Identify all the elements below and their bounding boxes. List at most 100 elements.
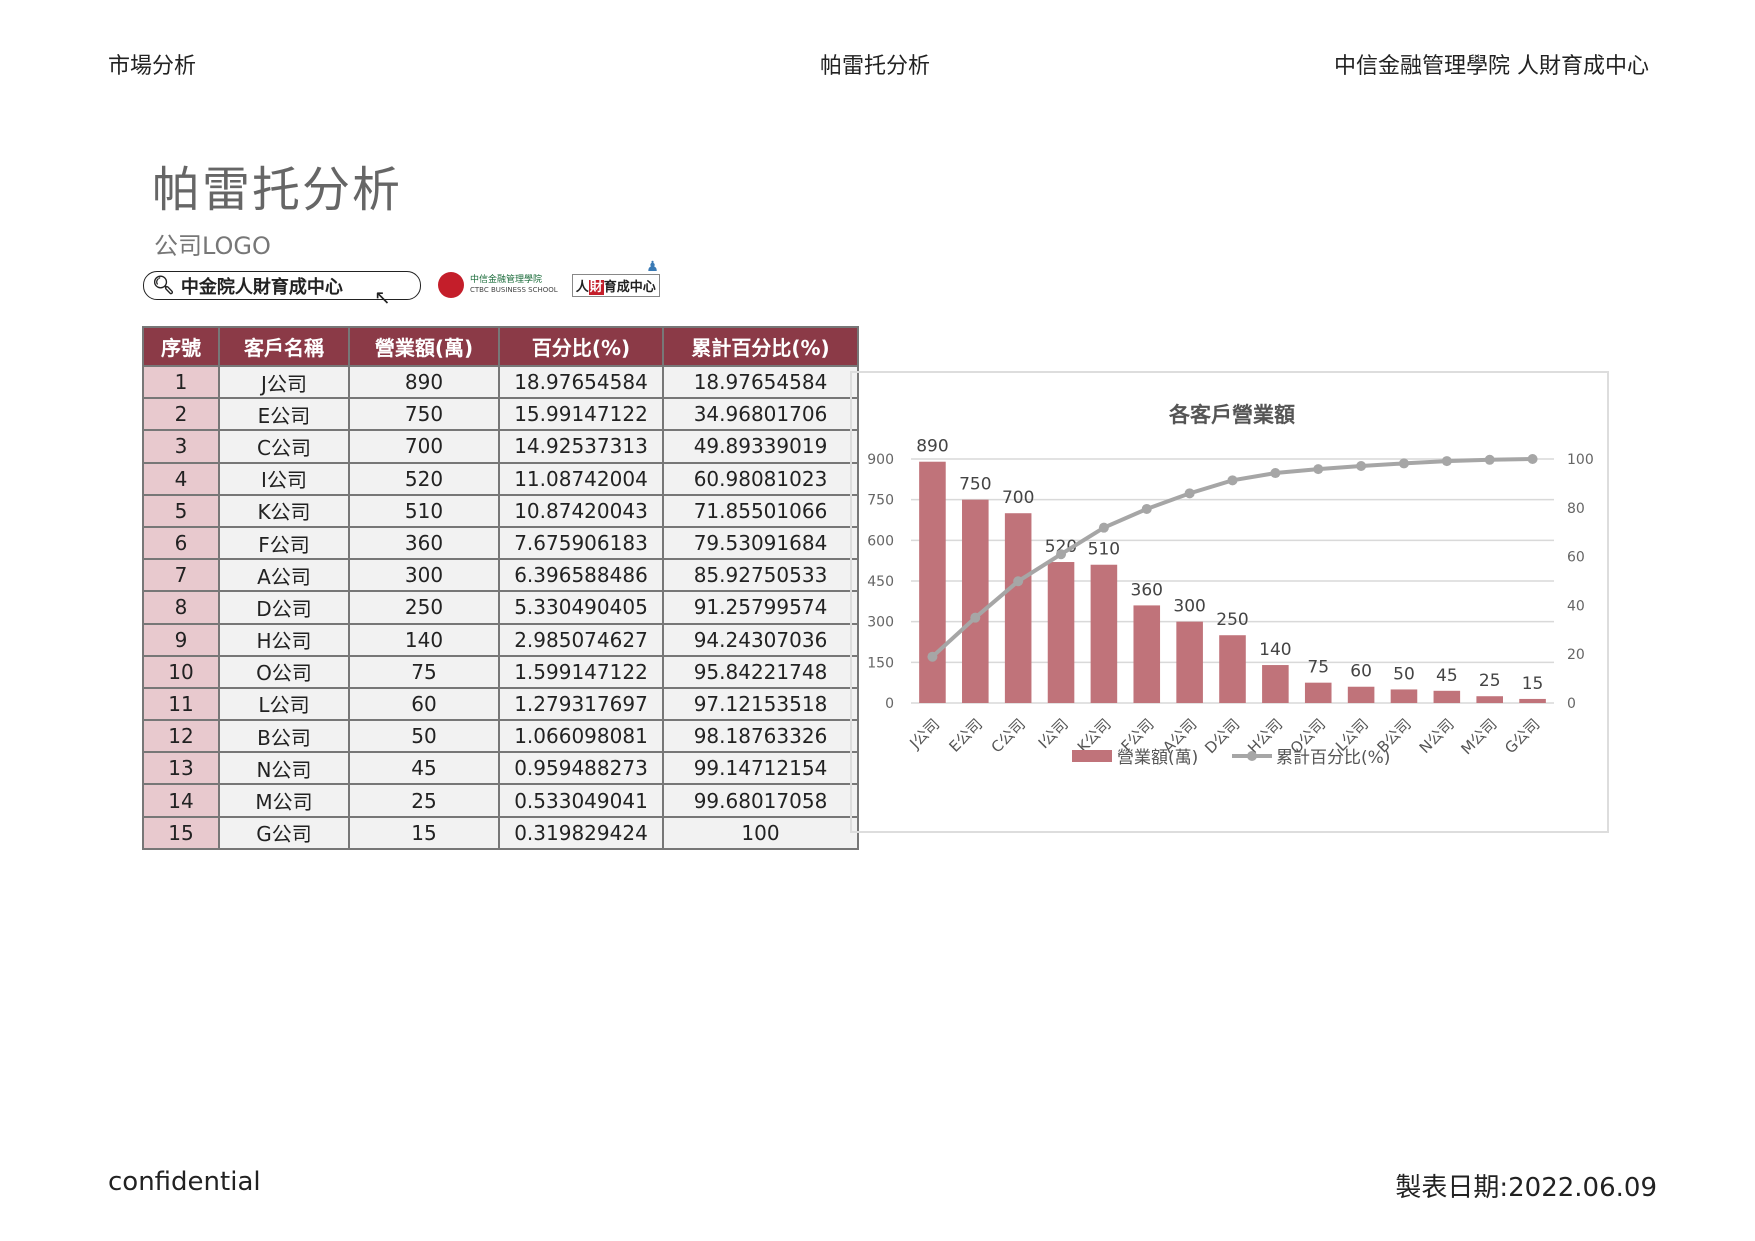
ctbc-name-zh: 中信金融管理學院	[470, 275, 543, 285]
table-cell: 6	[142, 525, 220, 561]
line-marker	[1013, 576, 1024, 587]
hr-char: 中	[629, 279, 643, 295]
bar	[1433, 690, 1461, 703]
table-cell: I公司	[218, 461, 350, 496]
hr-center-logo: 人財育成中心 ♟	[571, 259, 660, 297]
legend-bar-label: 營業額(萬)	[1117, 748, 1198, 768]
header-right: 中信金融管理學院 人財育成中心	[1334, 54, 1649, 79]
x-tick-label: J公司	[905, 715, 943, 753]
ctbc-logo: 中信金融管理學院 CTBC BUSINESS SCHOOL 人財育成中心 ♟	[438, 259, 660, 298]
bar	[1347, 686, 1375, 703]
bar	[1219, 635, 1246, 703]
line-marker	[970, 612, 981, 623]
table-cell: K公司	[218, 493, 350, 528]
table-cell: 91.25799574	[662, 590, 859, 625]
y-left-tick-label: 150	[867, 655, 894, 671]
x-tick-label: G公司	[1501, 715, 1543, 757]
table-cell: 97.12153518	[662, 686, 859, 722]
bar	[962, 499, 989, 703]
table-cell: 18.97654584	[498, 364, 664, 400]
bar	[1262, 665, 1289, 703]
column-header: 百分比(%)	[498, 326, 664, 367]
people-icon: ♟	[646, 258, 659, 275]
line-marker	[1184, 488, 1195, 499]
table-cell: 99.14712154	[662, 751, 859, 786]
x-tick-label: C公司	[988, 715, 1029, 756]
table-cell: 11	[142, 686, 220, 722]
y-right-tick-label: 20	[1567, 647, 1585, 663]
x-tick-label: D公司	[1201, 715, 1243, 757]
chart-title: 各客戶營業額	[1168, 403, 1295, 427]
table-cell: J公司	[218, 364, 350, 400]
table-cell: O公司	[218, 654, 350, 689]
table-cell: 15	[142, 815, 220, 850]
table-row: 15 G公司 15 0.319829424 100	[142, 815, 859, 850]
bar-data-label: 45	[1436, 666, 1458, 686]
line-marker	[1270, 468, 1281, 479]
table-cell: 10	[142, 654, 220, 689]
y-right-tick-label: 80	[1567, 501, 1585, 517]
table-cell: 85.92750533	[662, 558, 859, 593]
line-marker	[1141, 503, 1152, 514]
table-cell: 250	[348, 590, 500, 625]
table-cell: 7.675906183	[498, 525, 664, 561]
hr-char: 育	[603, 279, 617, 295]
table-cell: 0.533049041	[498, 783, 664, 818]
search-icon: 🔍︎	[152, 275, 175, 296]
ctbc-name-en: CTBC BUSINESS SCHOOL	[470, 286, 558, 294]
y-left-tick-label: 750	[867, 493, 894, 509]
table-row: 8 D公司 250 5.330490405 91.25799574	[142, 590, 859, 625]
bar-data-label: 15	[1522, 674, 1544, 694]
table-row: 14 M公司 25 0.533049041 99.68017058	[142, 783, 859, 818]
column-header: 序號	[142, 326, 220, 367]
table-cell: D公司	[218, 590, 350, 625]
bar	[1390, 689, 1418, 703]
table-row: 4 I公司 520 11.08742004 60.98081023	[142, 461, 859, 496]
bar	[1047, 562, 1075, 703]
bar	[1519, 698, 1546, 703]
footer-date: 製表日期:2022.06.09	[1395, 1173, 1657, 1203]
table-cell: 11.08742004	[498, 461, 664, 496]
bar-data-label: 890	[916, 437, 948, 457]
table-cell: 9	[142, 622, 220, 657]
table-cell: 14.92537313	[498, 429, 664, 464]
bar-data-label: 300	[1173, 597, 1205, 617]
pareto-table: 序號 客戶名稱 營業額(萬) 百分比(%) 累計百分比(%) 1 J公司 890 18.976…	[142, 326, 859, 850]
table-cell: 99.68017058	[662, 783, 859, 818]
table-cell: 5.330490405	[498, 590, 664, 625]
bar	[919, 461, 946, 703]
logo-label: 公司LOGO	[154, 232, 271, 260]
table-cell: 2.985074627	[498, 622, 664, 657]
line-marker	[1441, 456, 1452, 467]
table-cell: 0.319829424	[498, 815, 664, 850]
table-cell: 4	[142, 461, 220, 496]
table-cell: N公司	[218, 751, 350, 786]
bar-data-label: 50	[1393, 664, 1415, 684]
table-cell: M公司	[218, 783, 350, 818]
table-row: 3 C公司 700 14.92537313 49.89339019	[142, 429, 859, 464]
table-cell: 71.85501066	[662, 493, 859, 528]
table-cell: H公司	[218, 622, 350, 657]
bar-data-label: 75	[1307, 658, 1329, 678]
table-cell: 79.53091684	[662, 525, 859, 561]
legend-line-label: 累計百分比(%)	[1276, 748, 1390, 768]
table-cell: 520	[348, 461, 500, 496]
table-cell: 5	[142, 493, 220, 528]
table-cell: 7	[142, 558, 220, 593]
table-cell: 14	[142, 783, 220, 818]
search-box[interactable]: 🔍︎ 中金院人財育成中心	[143, 271, 421, 300]
table-cell: 1	[142, 364, 220, 400]
table-cell: 95.84221748	[662, 654, 859, 689]
table-cell: 10.87420043	[498, 493, 664, 528]
hr-char: 財	[588, 279, 604, 295]
table-row: 5 K公司 510 10.87420043 71.85501066	[142, 493, 859, 528]
table-cell: 2	[142, 397, 220, 432]
header-center: 帕雷托分析	[820, 54, 931, 79]
bar	[1133, 605, 1161, 703]
header-left: 市場分析	[108, 54, 197, 79]
y-left-tick-label: 300	[867, 615, 894, 631]
table-cell: 6.396588486	[498, 558, 664, 593]
column-header: 客戶名稱	[218, 326, 350, 367]
table-cell: 100	[662, 815, 859, 850]
table-row: 7 A公司 300 6.396588486 85.92750533	[142, 558, 859, 593]
